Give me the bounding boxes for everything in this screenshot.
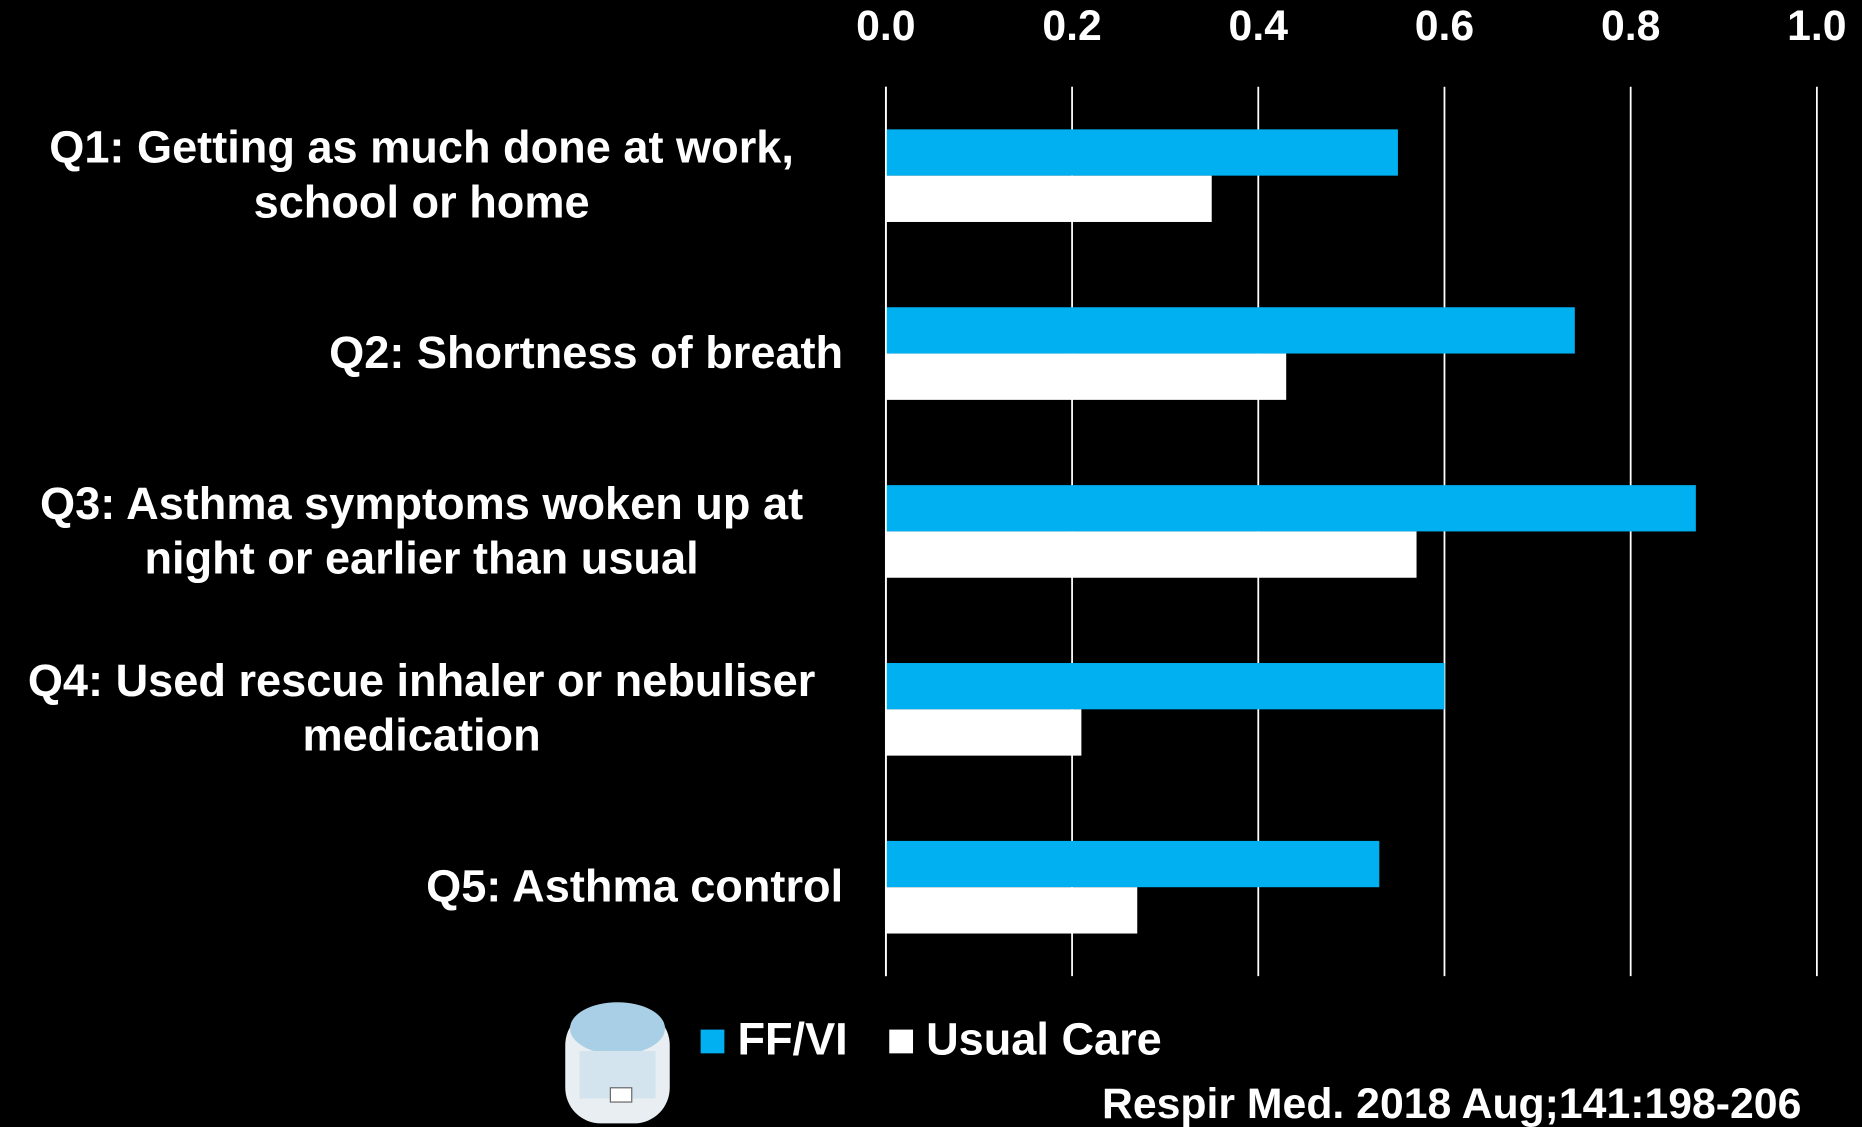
- category-row: Q1: Getting as much done at work, school…: [0, 87, 843, 265]
- x-tick-label: 0.6: [1415, 2, 1474, 50]
- bar: [886, 887, 1137, 933]
- bar: [886, 176, 1212, 222]
- bar: [886, 663, 1445, 709]
- inhaler-icon: [565, 1002, 670, 1123]
- y-tick-label: Q2: Shortness of breath: [329, 326, 843, 381]
- bar: [886, 307, 1575, 353]
- category-row: Q4: Used rescue inhaler or nebuliser med…: [0, 620, 843, 798]
- legend-label: FF/VI: [737, 1014, 847, 1065]
- x-tick-label: 0.2: [1042, 2, 1101, 50]
- chart: Respir Med. 2018 Aug;141:198-206 0.0 0.2 0…: [0, 0, 1862, 1127]
- bar: [886, 354, 1286, 400]
- category-row: Q2: Shortness of breath: [0, 265, 843, 443]
- x-tick-label: 1.0: [1787, 2, 1846, 50]
- y-tick-label: Q3: Asthma symptoms woken up at night or…: [0, 477, 843, 586]
- bar: [886, 709, 1082, 755]
- citation: Respir Med. 2018 Aug;141:198-206: [1102, 1080, 1801, 1127]
- x-tick-label: 0.0: [856, 2, 915, 50]
- x-tick-label: 0.8: [1601, 2, 1660, 50]
- bar: [886, 531, 1417, 577]
- category-row: Q3: Asthma symptoms woken up at night or…: [0, 442, 843, 620]
- category-row: Q5: Asthma control: [0, 798, 843, 976]
- category-label-box: Q3: Asthma symptoms woken up at night or…: [0, 442, 846, 620]
- legend-swatch: [889, 1030, 913, 1054]
- bar: [886, 841, 1379, 887]
- y-tick-label: Q5: Asthma control: [426, 860, 843, 915]
- bar: [886, 129, 1398, 175]
- category-label-box: Q2: Shortness of breath: [0, 265, 846, 443]
- category-label-box: Q4: Used rescue inhaler or nebuliser med…: [0, 620, 846, 798]
- category-label-box: Q1: Getting as much done at work, school…: [0, 87, 846, 265]
- bar: [886, 485, 1696, 531]
- category-label-box: Q5: Asthma control: [0, 798, 846, 976]
- legend-swatch: [701, 1030, 725, 1054]
- y-tick-label: Q1: Getting as much done at work, school…: [0, 121, 843, 230]
- x-tick-label: 0.4: [1229, 2, 1289, 50]
- y-tick-label: Q4: Used rescue inhaler or nebuliser med…: [0, 655, 843, 764]
- legend-label: Usual Care: [926, 1014, 1162, 1065]
